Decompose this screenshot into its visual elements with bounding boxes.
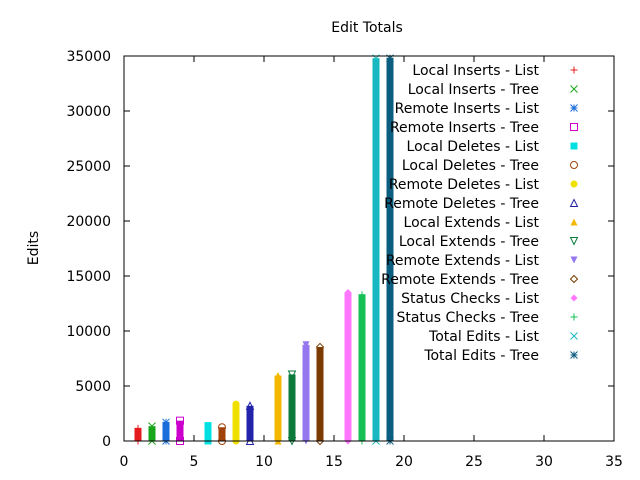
- legend-label: Local Deletes - List: [407, 139, 540, 155]
- legend-marker: [570, 161, 578, 169]
- x-tick-label: 15: [325, 454, 343, 470]
- bar-top-marker: [358, 291, 366, 299]
- y-tick-label: 5000: [75, 379, 111, 395]
- y-tick-label: 15000: [66, 269, 111, 285]
- bar: [372, 58, 380, 441]
- bar-top-marker: [176, 416, 184, 425]
- axis-ticks: 0 5 10 15 20 25 30 35 0 5000 10000 15000 20000 25000 3…: [66, 49, 622, 470]
- bar-top-marker: [162, 418, 170, 427]
- legend-marker: [569, 274, 579, 284]
- legend-label: Local Extends - List: [404, 215, 540, 231]
- x-tick-label: 20: [395, 454, 413, 470]
- bar-top-marker: [287, 370, 297, 380]
- bar-top-marker: [315, 342, 325, 352]
- y-tick-label: 0: [102, 434, 111, 450]
- legend-marker: [570, 294, 578, 302]
- y-tick-label: 25000: [66, 159, 111, 175]
- legend-label: Local Deletes - Tree: [402, 158, 539, 174]
- x-tick-label: 5: [190, 454, 199, 470]
- bar: [302, 344, 310, 441]
- bar-top-marker: [204, 422, 212, 430]
- legend-label: Status Checks - List: [401, 291, 539, 307]
- legend-label: Local Inserts - List: [412, 63, 539, 79]
- legend-marker: [570, 66, 578, 74]
- legend-marker: [570, 218, 578, 226]
- legend-label: Local Inserts - Tree: [408, 82, 539, 98]
- y-tick-label: 35000: [66, 49, 111, 65]
- legend-marker: [570, 104, 578, 112]
- legend-label: Remote Deletes - List: [389, 177, 540, 193]
- bar: [246, 405, 254, 441]
- bar: [162, 422, 170, 441]
- bar: [204, 425, 212, 441]
- bar: [358, 294, 366, 441]
- bar-top-marker: [245, 401, 255, 410]
- legend-label: Total Edits - List: [428, 329, 539, 345]
- plot-frame: [123, 55, 615, 442]
- legend-label: Remote Inserts - List: [395, 101, 540, 117]
- bar: [148, 426, 156, 441]
- x-tick-label: 0: [120, 454, 129, 470]
- legend-marker: [570, 332, 578, 340]
- x-tick-label: 25: [465, 454, 483, 470]
- bar-top-marker: [134, 424, 142, 432]
- bar: [176, 420, 184, 441]
- y-axis-label: Edits: [26, 231, 42, 265]
- y-tick-label: 30000: [66, 104, 111, 120]
- legend-label: Remote Extends - List: [386, 253, 540, 269]
- legend-label: Remote Deletes - Tree: [384, 196, 539, 212]
- bar-top-marker: [148, 422, 156, 431]
- bar-top-marker: [344, 289, 352, 296]
- legend-marker: [570, 142, 578, 150]
- bar-top-marker: [218, 423, 226, 432]
- y-tick-label: 20000: [66, 214, 111, 230]
- bar: [134, 428, 142, 441]
- bar: [288, 374, 296, 441]
- legend-marker: [569, 198, 579, 207]
- bar-top-marker: [232, 400, 240, 408]
- bar: [232, 404, 240, 441]
- legend-marker: [570, 351, 578, 359]
- legend-label: Status Checks - Tree: [396, 310, 539, 326]
- legend-label: Remote Inserts - Tree: [390, 120, 539, 136]
- bar-base-marker: [315, 436, 325, 446]
- bar: [344, 292, 352, 441]
- legend-marker: [570, 123, 578, 131]
- legend-label: Remote Extends - Tree: [381, 272, 539, 288]
- bars-group: [134, 54, 394, 446]
- x-tick-label: 35: [605, 454, 623, 470]
- legend-marker: [570, 85, 578, 93]
- legend: Local Inserts - List Local Inserts - Tree…: [381, 63, 579, 364]
- bar: [218, 427, 226, 441]
- chart-title: Edit Totals: [331, 20, 403, 36]
- bar: [316, 346, 324, 441]
- legend-marker: [570, 256, 578, 264]
- x-tick-label: 10: [255, 454, 273, 470]
- legend-marker: [570, 180, 578, 188]
- bar-top-marker: [274, 372, 282, 380]
- x-tick-label: 30: [535, 454, 553, 470]
- bar: [386, 58, 394, 441]
- legend-label: Total Edits - Tree: [423, 348, 539, 364]
- y-tick-label: 10000: [66, 324, 111, 340]
- legend-marker: [569, 237, 579, 246]
- legend-marker: [570, 313, 578, 321]
- legend-label: Local Extends - Tree: [399, 234, 539, 250]
- bar: [274, 375, 282, 441]
- bar-top-marker: [302, 341, 310, 349]
